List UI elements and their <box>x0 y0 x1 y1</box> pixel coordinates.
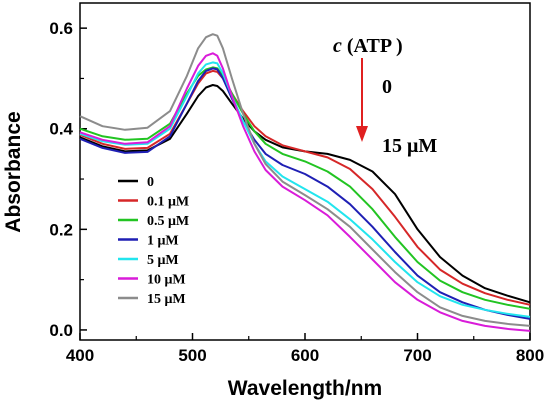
annotation: c (ATP ) 0 15 μM <box>333 35 437 157</box>
x-tick-label: 400 <box>66 346 94 365</box>
tick-labels: 400 500 600 700 800 0.0 0.2 0.4 0.6 <box>49 19 544 365</box>
y-axis-title: Absorbance <box>2 111 25 232</box>
arrow-head-icon <box>356 126 368 142</box>
plot-frame <box>79 2 531 341</box>
series-line-3 <box>79 67 531 320</box>
legend-label: 10 μM <box>147 273 186 288</box>
plot-area <box>79 2 531 341</box>
y-tick-label: 0.2 <box>49 220 73 239</box>
annotation-label-italic: c <box>333 35 342 57</box>
y-tick-label: 0.0 <box>49 321 73 340</box>
legend-label: 15 μM <box>147 292 186 307</box>
annotation-end: 15 μM <box>382 135 437 157</box>
legend-label: 0 <box>147 175 154 190</box>
legend-label: 0.5 μM <box>147 214 189 229</box>
axis-ticks <box>79 27 531 340</box>
series-line-6 <box>79 33 531 327</box>
series-lines <box>79 33 531 332</box>
x-tick-label: 500 <box>178 346 206 365</box>
annotation-start: 0 <box>382 76 392 98</box>
legend-label: 1 μM <box>147 234 179 249</box>
series-line-5 <box>79 52 531 332</box>
x-axis-title: Wavelength/nm <box>228 377 382 400</box>
legend-label: 5 μM <box>147 253 179 268</box>
x-tick-label: 600 <box>291 346 319 365</box>
x-tick-label: 700 <box>403 346 431 365</box>
x-tick-label: 800 <box>516 346 544 365</box>
y-tick-label: 0.4 <box>49 120 73 139</box>
annotation-label-rest: (ATP ) <box>342 35 403 57</box>
annotation-label: c (ATP ) <box>333 35 403 57</box>
legend-label: 0.1 μM <box>147 195 189 210</box>
legend: 0 0.1 μM 0.5 μM 1 μM 5 μM 10 μM 15 μM <box>118 175 189 307</box>
y-tick-label: 0.6 <box>49 19 73 38</box>
